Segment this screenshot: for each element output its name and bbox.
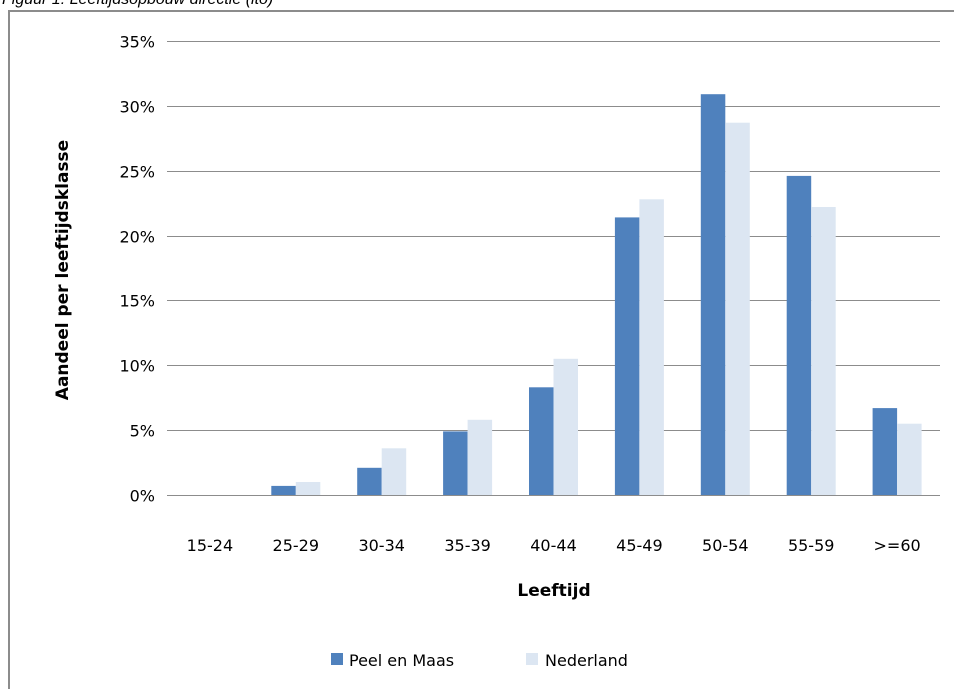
bar-nederland [295,482,321,495]
bar-nederland [381,448,407,495]
bar-peel-en-maas [872,408,898,495]
x-tick-label: 30-34 [358,536,405,555]
y-axis-label: Aandeel per leeftijdsklasse [53,140,73,400]
bar-peel-en-maas [529,387,554,495]
x-tick-labels: 15-24 25-29 30-34 35-39 40-44 45-49 50-54 55-59… [187,536,921,555]
y-tick-label: 5% [130,422,155,441]
legend: Peel en Maas Nederland [331,651,628,670]
bar-nederland [897,423,922,495]
bar-peel-en-maas [786,175,812,495]
x-axis-label: Leeftijd [517,581,590,601]
y-tick-label: 10% [119,357,155,376]
x-tick-label: 50-54 [702,536,749,555]
bar-nederland [725,122,750,495]
bar-peel-en-maas [443,431,468,495]
bar-nederland [467,419,493,495]
x-tick-label: 40-44 [530,536,577,555]
x-tick-label: 25-29 [273,536,320,555]
bar-peel-en-maas [271,485,296,495]
bar-peel-en-maas [614,217,640,495]
x-tick-label: 15-24 [187,536,234,555]
bar-peel-en-maas [700,94,726,495]
legend-swatch [526,653,538,665]
y-tick-labels: 0% 5% 10% 15% 20% 25% 30% 35% [119,33,155,506]
x-tick-label: 45-49 [616,536,663,555]
chart-frame [8,10,954,689]
y-tick-label: 20% [119,228,155,247]
bar-peel-en-maas [357,467,382,495]
y-tick-label: 0% [130,487,155,506]
gridlines [167,41,940,496]
legend-label: Nederland [545,651,628,670]
x-tick-label: 55-59 [788,536,835,555]
y-tick-label: 30% [119,98,155,117]
bar-nederland [811,207,836,495]
bar-nederland [639,199,664,496]
bar-nederland [553,358,578,495]
x-tick-label: 35-39 [444,536,491,555]
legend-swatch [331,653,343,665]
figure-caption: Figuur 1. Leeftijdsopbouw directie (ito) [2,0,273,9]
y-tick-label: 15% [119,292,155,311]
bars [271,94,922,496]
y-tick-label: 35% [119,33,155,52]
legend-label: Peel en Maas [349,651,454,670]
x-tick-label: >=60 [874,536,921,555]
y-tick-label: 25% [119,163,155,182]
